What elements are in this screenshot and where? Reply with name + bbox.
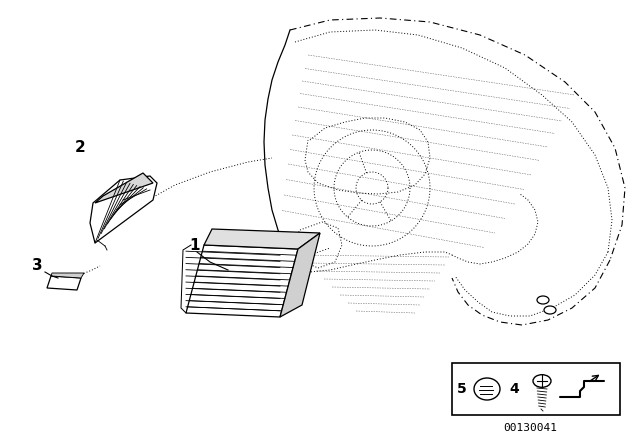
Text: 4: 4	[509, 382, 519, 396]
Polygon shape	[280, 233, 320, 317]
Ellipse shape	[537, 296, 549, 304]
Polygon shape	[51, 273, 84, 278]
Polygon shape	[204, 229, 320, 249]
Text: 5: 5	[457, 382, 467, 396]
Polygon shape	[90, 176, 157, 243]
Text: 3: 3	[32, 258, 42, 272]
Ellipse shape	[533, 375, 551, 388]
Text: 1: 1	[189, 237, 200, 253]
Polygon shape	[47, 276, 81, 290]
Ellipse shape	[474, 378, 500, 400]
Polygon shape	[186, 245, 298, 317]
Ellipse shape	[544, 306, 556, 314]
Text: 00130041: 00130041	[503, 423, 557, 433]
Text: 2: 2	[75, 141, 85, 155]
Polygon shape	[95, 173, 153, 203]
Bar	[452, 363, 620, 415]
